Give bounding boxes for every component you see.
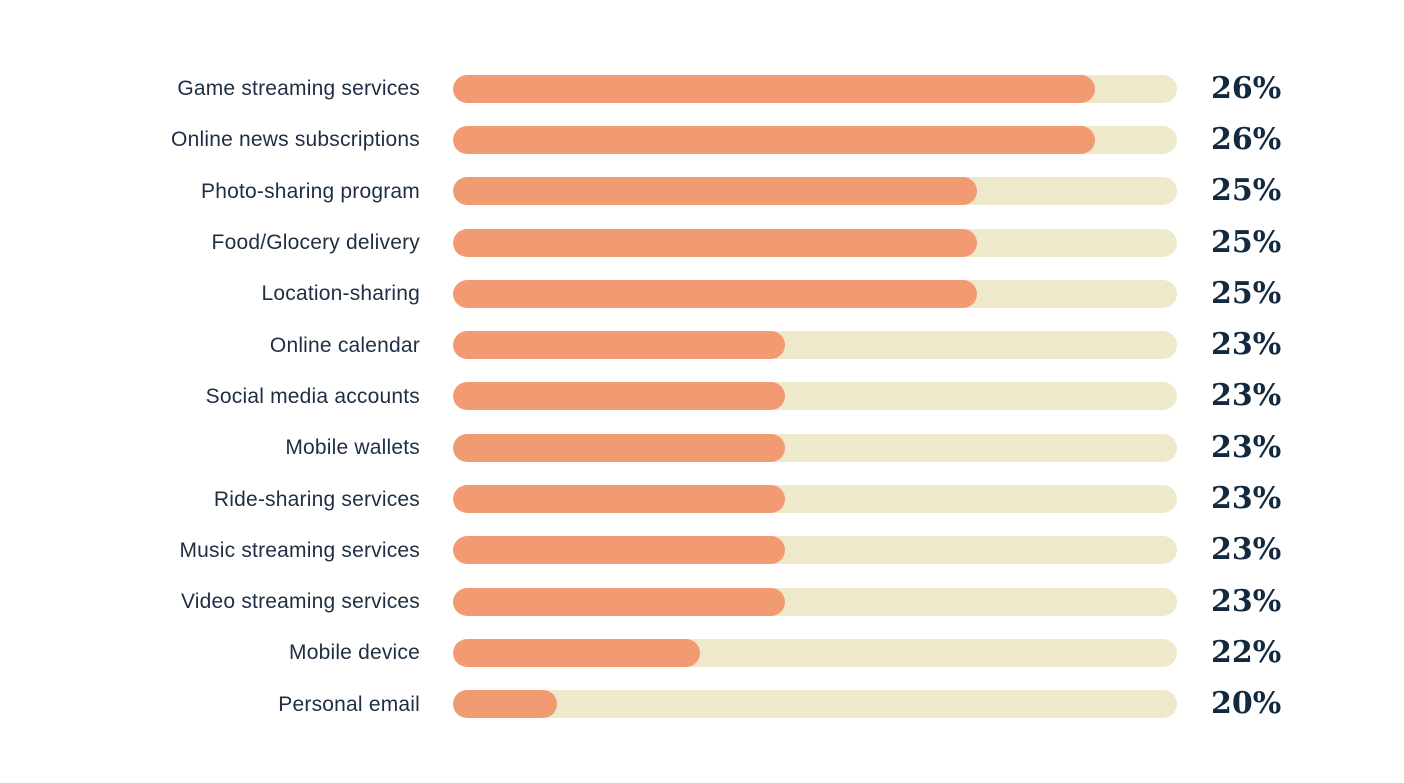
bar-track xyxy=(453,279,1177,308)
chart-row: Personal email 20% xyxy=(0,679,1404,730)
bar-track xyxy=(453,587,1177,616)
chart-row: Online calendar 23% xyxy=(0,319,1404,370)
bar-track xyxy=(453,690,1177,719)
bar-track xyxy=(453,228,1177,257)
chart-row: Location-sharing 25% xyxy=(0,268,1404,319)
bar-fill xyxy=(453,485,786,514)
value-label: 20% xyxy=(1211,686,1282,722)
category-label: Mobile wallets xyxy=(285,436,420,460)
category-label: Online news subscriptions xyxy=(171,128,420,152)
category-label: Music streaming services xyxy=(179,538,420,562)
bar-fill xyxy=(453,536,786,565)
bar-fill xyxy=(453,228,978,257)
bar-fill xyxy=(453,177,978,206)
value-label: 25% xyxy=(1211,224,1282,260)
bar-fill xyxy=(453,433,786,462)
bar-fill xyxy=(453,382,786,411)
bar-track xyxy=(453,536,1177,565)
category-label: Mobile device xyxy=(289,641,420,665)
chart-row: Music streaming services 23% xyxy=(0,525,1404,576)
bar-fill xyxy=(453,125,1096,154)
chart-row: Photo-sharing program 25% xyxy=(0,166,1404,217)
bar-track xyxy=(453,485,1177,514)
value-label: 23% xyxy=(1211,532,1282,568)
category-label: Photo-sharing program xyxy=(201,179,420,203)
category-label: Food/Glocery delivery xyxy=(211,231,420,255)
chart-row: Social media accounts 23% xyxy=(0,371,1404,422)
chart-row: Mobile wallets 23% xyxy=(0,422,1404,473)
category-label: Video streaming services xyxy=(180,590,420,614)
bar-track xyxy=(453,74,1177,103)
horizontal-bar-chart: Game streaming services 26% Online news … xyxy=(0,63,1404,730)
bar-track xyxy=(453,125,1177,154)
category-label: Location-sharing xyxy=(261,282,420,306)
value-label: 23% xyxy=(1211,481,1282,517)
bar-fill xyxy=(453,690,558,719)
category-label: Online calendar xyxy=(269,333,420,357)
category-label: Social media accounts xyxy=(205,384,420,408)
chart-row: Game streaming services 26% xyxy=(0,63,1404,114)
value-label: 25% xyxy=(1211,173,1282,209)
value-label: 23% xyxy=(1211,583,1282,619)
bar-fill xyxy=(453,74,1096,103)
chart-row: Ride-sharing services 23% xyxy=(0,473,1404,524)
chart-row: Video streaming services 23% xyxy=(0,576,1404,627)
chart-row: Food/Glocery delivery 25% xyxy=(0,217,1404,268)
chart-row: Mobile device 22% xyxy=(0,627,1404,678)
bar-track xyxy=(453,382,1177,411)
bar-track xyxy=(453,433,1177,462)
bar-fill xyxy=(453,638,700,667)
bar-track xyxy=(453,331,1177,360)
bar-track xyxy=(453,638,1177,667)
bar-track xyxy=(453,177,1177,206)
value-label: 23% xyxy=(1211,378,1282,414)
category-label: Ride-sharing services xyxy=(213,487,420,511)
chart-row: Online news subscriptions 26% xyxy=(0,114,1404,165)
bar-fill xyxy=(453,331,786,360)
value-label: 26% xyxy=(1211,70,1282,106)
value-label: 26% xyxy=(1211,121,1282,157)
category-label: Game streaming services xyxy=(177,77,420,101)
value-label: 23% xyxy=(1211,327,1282,363)
bar-fill xyxy=(453,279,978,308)
value-label: 25% xyxy=(1211,275,1282,311)
category-label: Personal email xyxy=(278,692,420,716)
bar-fill xyxy=(453,587,786,616)
value-label: 22% xyxy=(1211,634,1282,670)
value-label: 23% xyxy=(1211,429,1282,465)
